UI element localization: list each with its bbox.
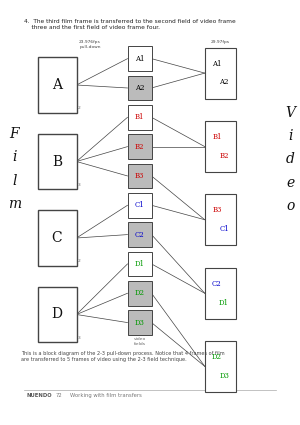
Text: B: B — [52, 155, 62, 168]
Text: 3: 3 — [78, 336, 81, 340]
Text: D: D — [52, 308, 62, 321]
FancyBboxPatch shape — [128, 46, 152, 71]
Text: C2: C2 — [212, 280, 222, 288]
FancyBboxPatch shape — [205, 341, 236, 392]
Text: i: i — [288, 129, 293, 143]
Text: B1: B1 — [135, 113, 144, 121]
Text: C1: C1 — [219, 225, 229, 233]
Text: o: o — [286, 199, 295, 213]
Text: C2: C2 — [135, 231, 144, 238]
FancyBboxPatch shape — [38, 287, 76, 342]
Text: A1: A1 — [212, 60, 222, 68]
FancyBboxPatch shape — [128, 105, 152, 130]
FancyBboxPatch shape — [128, 222, 152, 247]
Text: 2: 2 — [78, 260, 81, 264]
Text: 29.97fps: 29.97fps — [211, 40, 230, 44]
FancyBboxPatch shape — [128, 76, 152, 100]
Text: D1: D1 — [219, 299, 229, 306]
FancyBboxPatch shape — [38, 210, 76, 266]
FancyBboxPatch shape — [205, 48, 236, 99]
Text: 4.  The third film frame is transferred to the second field of video frame
    t: 4. The third film frame is transferred t… — [24, 19, 236, 30]
Text: 23.976fps
pull-down: 23.976fps pull-down — [79, 40, 101, 49]
Text: 3: 3 — [78, 183, 81, 187]
Text: C: C — [52, 231, 62, 245]
Text: l: l — [12, 174, 17, 187]
Text: B2: B2 — [135, 143, 144, 150]
Text: D1: D1 — [134, 260, 145, 268]
Text: F: F — [10, 127, 19, 141]
Text: A2: A2 — [219, 79, 229, 86]
Text: i: i — [12, 150, 17, 164]
FancyBboxPatch shape — [128, 134, 152, 159]
Text: NUENDO: NUENDO — [27, 393, 52, 398]
Text: B3: B3 — [135, 172, 144, 180]
Text: D2: D2 — [134, 289, 145, 297]
Text: A2: A2 — [135, 84, 144, 92]
Text: V: V — [285, 106, 296, 119]
Text: D3: D3 — [135, 319, 144, 326]
FancyBboxPatch shape — [128, 310, 152, 335]
Text: C1: C1 — [135, 201, 144, 209]
Text: B3: B3 — [212, 207, 222, 214]
Text: e: e — [286, 176, 295, 190]
FancyBboxPatch shape — [38, 57, 76, 113]
FancyBboxPatch shape — [128, 281, 152, 306]
Text: D3: D3 — [219, 372, 229, 380]
Text: Working with film transfers: Working with film transfers — [70, 393, 142, 398]
Text: D2: D2 — [212, 353, 222, 361]
Text: A1: A1 — [135, 55, 144, 62]
FancyBboxPatch shape — [128, 164, 152, 188]
Text: This is a block diagram of the 2-3 pull-down process. Notice that 4 frames of fi: This is a block diagram of the 2-3 pull-… — [21, 351, 225, 362]
FancyBboxPatch shape — [38, 134, 76, 189]
Text: d: d — [286, 153, 295, 166]
Text: m: m — [8, 197, 21, 211]
Text: video
fields: video fields — [134, 337, 146, 346]
FancyBboxPatch shape — [128, 252, 152, 276]
Text: 72: 72 — [56, 393, 62, 398]
Text: B2: B2 — [219, 152, 229, 160]
FancyBboxPatch shape — [128, 193, 152, 218]
FancyBboxPatch shape — [205, 268, 236, 319]
Text: 2: 2 — [78, 107, 81, 110]
Text: B1: B1 — [212, 133, 222, 141]
FancyBboxPatch shape — [205, 121, 236, 172]
FancyBboxPatch shape — [205, 194, 236, 245]
Text: A: A — [52, 78, 62, 92]
